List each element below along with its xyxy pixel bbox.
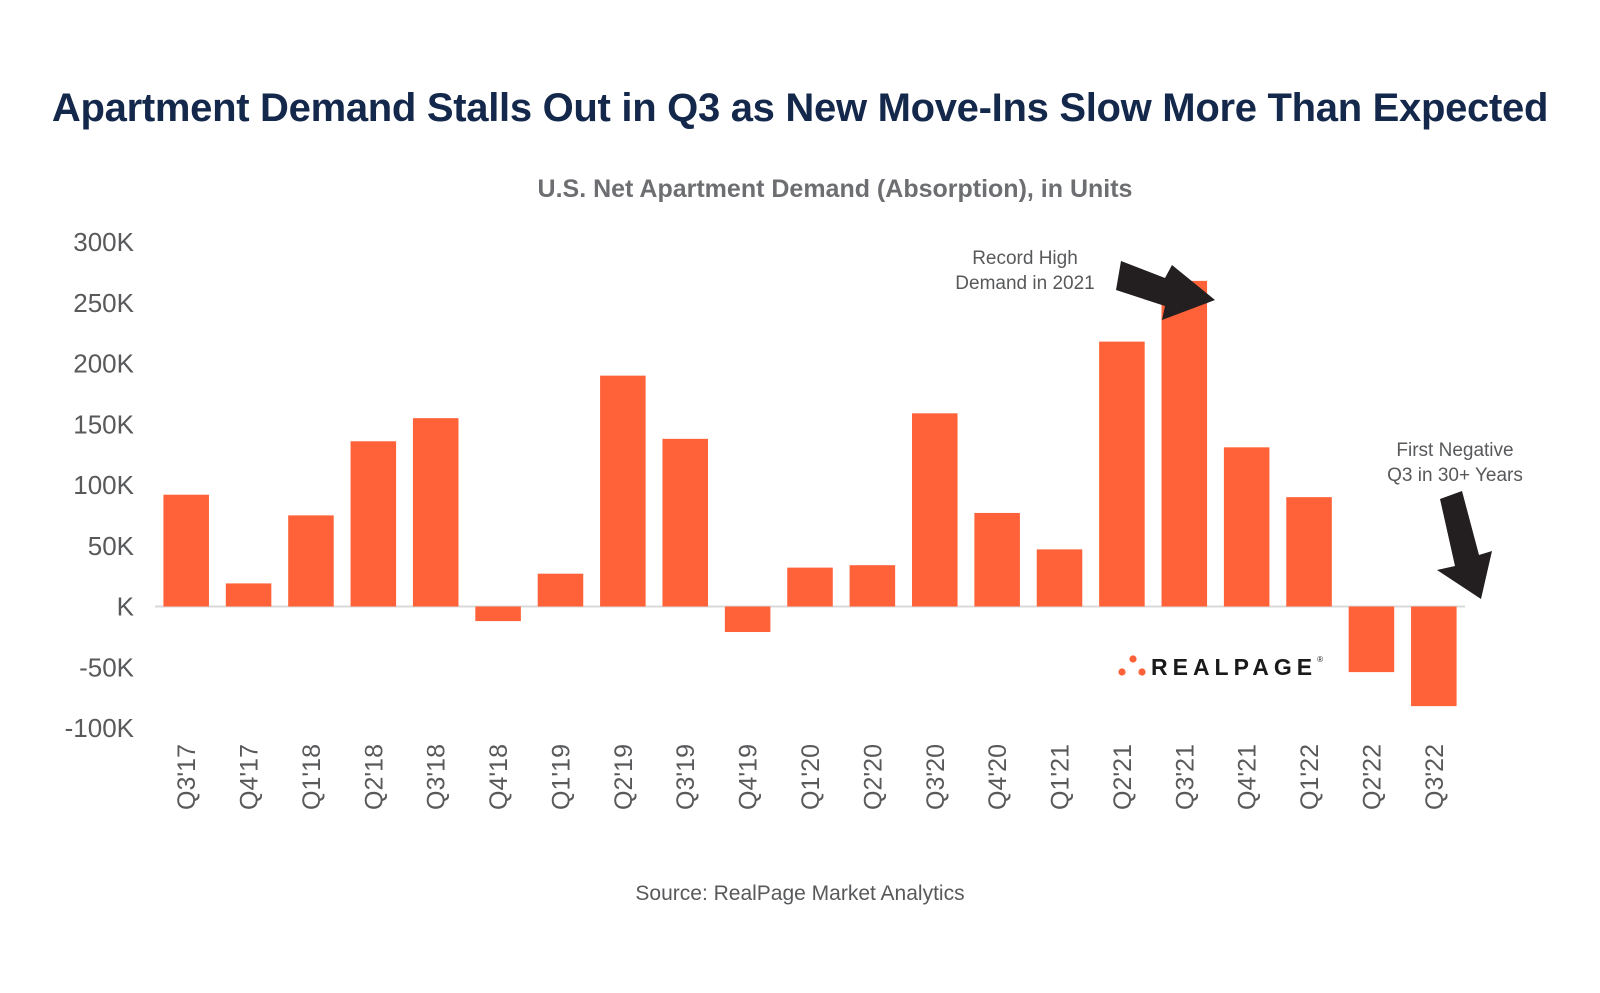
y-tick-label: -100K <box>65 713 135 743</box>
x-axis: Q3'17 Q4'17 Q1'18 Q2'18 Q3'18 Q4'18 Q1'19 Q2'19… <box>173 744 1449 810</box>
realpage-logo: REALPAGE ® <box>1117 652 1323 682</box>
chart-subtitle: U.S. Net Apartment Demand (Absorption), … <box>538 175 1133 203</box>
x-tick-label: Q2'20 <box>859 744 887 810</box>
page-title: Apartment Demand Stalls Out in Q3 as New… <box>51 86 1549 130</box>
bar <box>1161 280 1208 607</box>
x-tick-label: Q3'17 <box>173 744 201 810</box>
x-tick-label: Q4'19 <box>735 744 763 810</box>
x-tick-label: Q3'19 <box>672 744 700 810</box>
bar <box>163 494 209 607</box>
bar <box>475 606 521 622</box>
bar <box>288 515 334 607</box>
x-tick-label: Q4'20 <box>984 744 1012 810</box>
y-axis: 300K 250K 200K 150K 100K 50K K -50K -100K <box>65 227 135 743</box>
x-tick-label: Q3'21 <box>1171 744 1199 810</box>
x-tick-label: Q4'21 <box>1234 744 1262 810</box>
x-tick-label: Q1'21 <box>1047 744 1075 810</box>
bar <box>1411 606 1457 707</box>
x-tick-label: Q1'18 <box>298 744 326 810</box>
bar <box>537 573 584 607</box>
negative-arrow-icon <box>1437 491 1492 599</box>
y-tick-label: 300K <box>73 227 134 257</box>
negative-annotation-line2: Q3 in 30+ Years <box>1387 465 1523 486</box>
bar <box>225 583 272 607</box>
bar <box>911 413 958 607</box>
source-note: Source: RealPage Market Analytics <box>635 882 965 905</box>
x-tick-label: Q1'22 <box>1296 744 1324 810</box>
x-tick-label: Q1'20 <box>797 744 825 810</box>
first-negative-annotation: First Negative Q3 in 30+ Years <box>1360 438 1550 488</box>
annotation-arrows <box>1116 261 1492 599</box>
y-tick-label: -50K <box>79 652 135 682</box>
negative-annotation-line1: First Negative <box>1396 440 1514 461</box>
record-annotation-line2: Demand in 2021 <box>955 273 1095 294</box>
bar <box>412 418 459 607</box>
y-tick-label: 150K <box>73 409 134 439</box>
x-tick-label: Q3'18 <box>423 744 451 810</box>
x-tick-label: Q2'22 <box>1358 744 1386 810</box>
bar <box>1348 606 1395 673</box>
bar-series <box>163 280 1457 707</box>
x-tick-label: Q4'18 <box>485 744 513 810</box>
y-tick-label: 250K <box>73 288 134 318</box>
x-tick-label: Q2'19 <box>610 744 638 810</box>
bar <box>1223 447 1270 607</box>
bar <box>350 441 397 607</box>
record-arrow-icon <box>1116 261 1215 320</box>
realpage-dots-icon <box>1118 655 1146 676</box>
bar <box>849 565 896 607</box>
registered-mark: ® <box>1317 654 1323 664</box>
x-tick-label: Q4'17 <box>236 744 264 810</box>
x-tick-label: Q2'21 <box>1109 744 1137 810</box>
record-annotation-line1: Record High <box>972 248 1078 269</box>
bar <box>1099 341 1145 607</box>
x-tick-label: Q2'18 <box>360 744 388 810</box>
bar <box>1286 497 1332 607</box>
x-tick-label: Q3'20 <box>922 744 950 810</box>
x-tick-label: Q3'22 <box>1421 744 1449 810</box>
bar <box>724 606 771 633</box>
bar <box>787 567 833 607</box>
y-tick-label: 50K <box>88 531 135 561</box>
bar <box>1036 549 1083 607</box>
bar <box>974 512 1020 607</box>
x-tick-label: Q1'19 <box>547 744 575 810</box>
bar <box>662 438 709 607</box>
y-tick-label: 100K <box>73 470 134 500</box>
realpage-wordmark: REALPAGE <box>1151 653 1318 680</box>
record-high-annotation: Record High Demand in 2021 <box>920 246 1130 296</box>
y-tick-label: 200K <box>73 349 134 379</box>
bar <box>600 375 646 607</box>
y-tick-label: K <box>117 592 135 622</box>
